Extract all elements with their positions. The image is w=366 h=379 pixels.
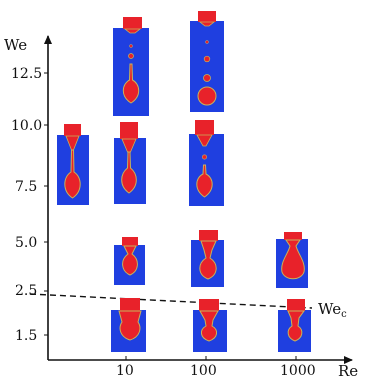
- y-axis-label: We: [4, 36, 27, 54]
- snapshot-re1-we10: [57, 124, 89, 205]
- y-tick-label: 7.5: [15, 179, 37, 195]
- y-tick-label: 2.5: [15, 283, 37, 299]
- snapshot-re1000-we1.5: [278, 299, 311, 352]
- critical-we-line: [29, 293, 313, 309]
- snapshot-re100-we12.5: [190, 11, 224, 112]
- y-tick-label: 1.5: [15, 328, 37, 344]
- snapshot-re1000-we5: [276, 232, 308, 288]
- snapshot-re100-we10: [189, 120, 224, 206]
- snapshot-re100-we1.5: [193, 299, 227, 352]
- snapshot-re10-we5: [114, 237, 145, 285]
- y-ticks: 12.5 10.0 7.5 5.0 2.5 1.5: [11, 66, 48, 344]
- x-ticks: 10 100 1000: [116, 356, 316, 379]
- x-axis-label: Re: [338, 362, 358, 379]
- y-tick-label: 10.0: [11, 118, 42, 134]
- y-tick-label: 5.0: [15, 235, 37, 251]
- snapshot-re10-we10: [114, 122, 146, 204]
- y-tick-label: 12.5: [11, 66, 42, 82]
- x-tick-label: 1000: [280, 363, 316, 379]
- critical-we-label: Wec: [318, 300, 347, 320]
- snapshot-re100-we5: [191, 230, 224, 287]
- x-tick-label: 100: [190, 363, 217, 379]
- snapshot-re10-we12.5: [113, 17, 149, 116]
- snapshot-re10-we1.5: [111, 298, 146, 352]
- x-tick-label: 10: [116, 363, 134, 379]
